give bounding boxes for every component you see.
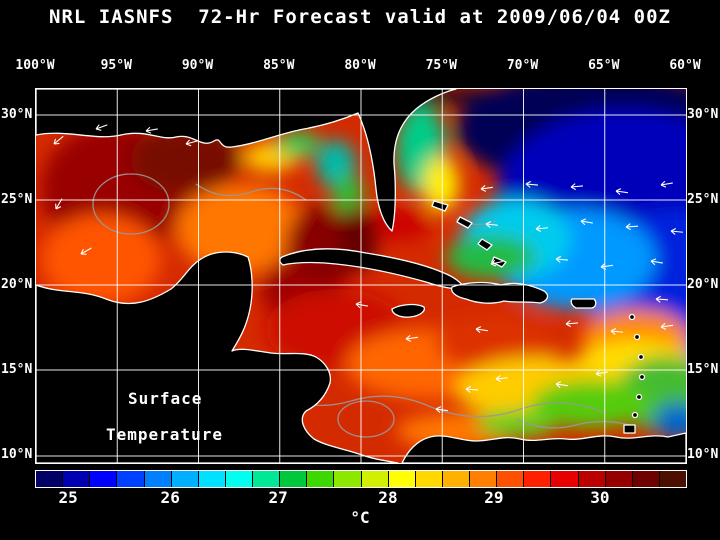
lat-label: 10°N <box>687 447 719 462</box>
cuba <box>279 248 465 290</box>
colorbar-segment <box>658 471 686 487</box>
lon-label: 60°W <box>669 58 701 73</box>
colorbar <box>35 470 687 488</box>
lat-label: 15°N <box>1 362 33 377</box>
map-frame: Surface Temperature <box>35 88 687 464</box>
temperature-label: Temperature <box>106 425 223 444</box>
lon-label: 85°W <box>263 58 295 73</box>
latitude-axis-right: 30°N 25°N 20°N 15°N 10°N <box>687 0 720 540</box>
colorbar-segment <box>550 471 578 487</box>
lat-label: 25°N <box>1 192 33 207</box>
colorbar-tick-label: 26 <box>160 488 180 507</box>
lat-label: 30°N <box>1 107 33 122</box>
colorbar-tick-label: 25 <box>58 488 78 507</box>
colorbar-segment <box>577 471 605 487</box>
contour-lines <box>92 173 637 438</box>
colorbar-segment <box>523 471 551 487</box>
latitude-axis-left: 30°N 25°N 20°N 15°N 10°N <box>1 0 35 540</box>
colorbar-segment <box>306 471 334 487</box>
colorbar-segment <box>197 471 225 487</box>
surface-label: Surface <box>128 389 203 408</box>
longitude-axis: 100°W 95°W 90°W 85°W 80°W 75°W 70°W 65°W 60°W <box>0 58 720 76</box>
colorbar-segment <box>143 471 171 487</box>
lon-label: 65°W <box>588 58 620 73</box>
colorbar-tick-label: 30 <box>590 488 610 507</box>
colorbar-segment <box>469 471 497 487</box>
colorbar-segment <box>62 471 90 487</box>
central-america <box>36 251 399 463</box>
colorbar-segment <box>116 471 144 487</box>
puerto-rico <box>570 298 597 309</box>
lon-label: 100°W <box>15 58 55 73</box>
jamaica <box>391 303 426 318</box>
sst-field <box>41 89 686 449</box>
colorbar-segment <box>604 471 632 487</box>
colorbar-segment <box>441 471 469 487</box>
lon-label: 80°W <box>344 58 376 73</box>
colorbar-segment <box>279 471 307 487</box>
lon-label: 90°W <box>181 58 214 73</box>
lat-label: 15°N <box>687 362 719 377</box>
colorbar-segment <box>414 471 442 487</box>
lesser-antilles <box>623 313 646 434</box>
colorbar-segment <box>224 471 252 487</box>
colorbar-segment <box>333 471 361 487</box>
colorbar-segment <box>631 471 659 487</box>
colorbar-segment <box>252 471 280 487</box>
colorbar-segment <box>89 471 117 487</box>
colorbar-tick-label: 27 <box>268 488 288 507</box>
lat-label: 20°N <box>687 277 719 292</box>
colorbar-segment <box>360 471 388 487</box>
colorbar-tick-label: 28 <box>378 488 398 507</box>
lon-label: 95°W <box>100 58 132 73</box>
north-america-florida <box>36 89 457 232</box>
land-masses <box>36 89 686 463</box>
grid-lines <box>36 89 686 463</box>
colorbar-ticks: 25 26 27 28 29 30 <box>35 488 685 508</box>
page-title: NRL IASNFS 72-Hr Forecast valid at 2009/… <box>49 6 671 28</box>
colorbar-tick-label: 29 <box>484 488 504 507</box>
colorbar-segment <box>387 471 415 487</box>
colorbar-segment <box>170 471 198 487</box>
lon-label: 70°W <box>506 58 539 73</box>
lat-label: 10°N <box>1 447 33 462</box>
lon-label: 75°W <box>425 58 457 73</box>
colorbar-segment <box>36 471 63 487</box>
colorbar-unit-label: °C <box>350 508 370 527</box>
lat-label: 30°N <box>687 107 719 122</box>
sst-map <box>36 89 686 463</box>
lat-label: 25°N <box>687 192 719 207</box>
lat-label: 20°N <box>1 277 33 292</box>
colorbar-segment <box>496 471 524 487</box>
